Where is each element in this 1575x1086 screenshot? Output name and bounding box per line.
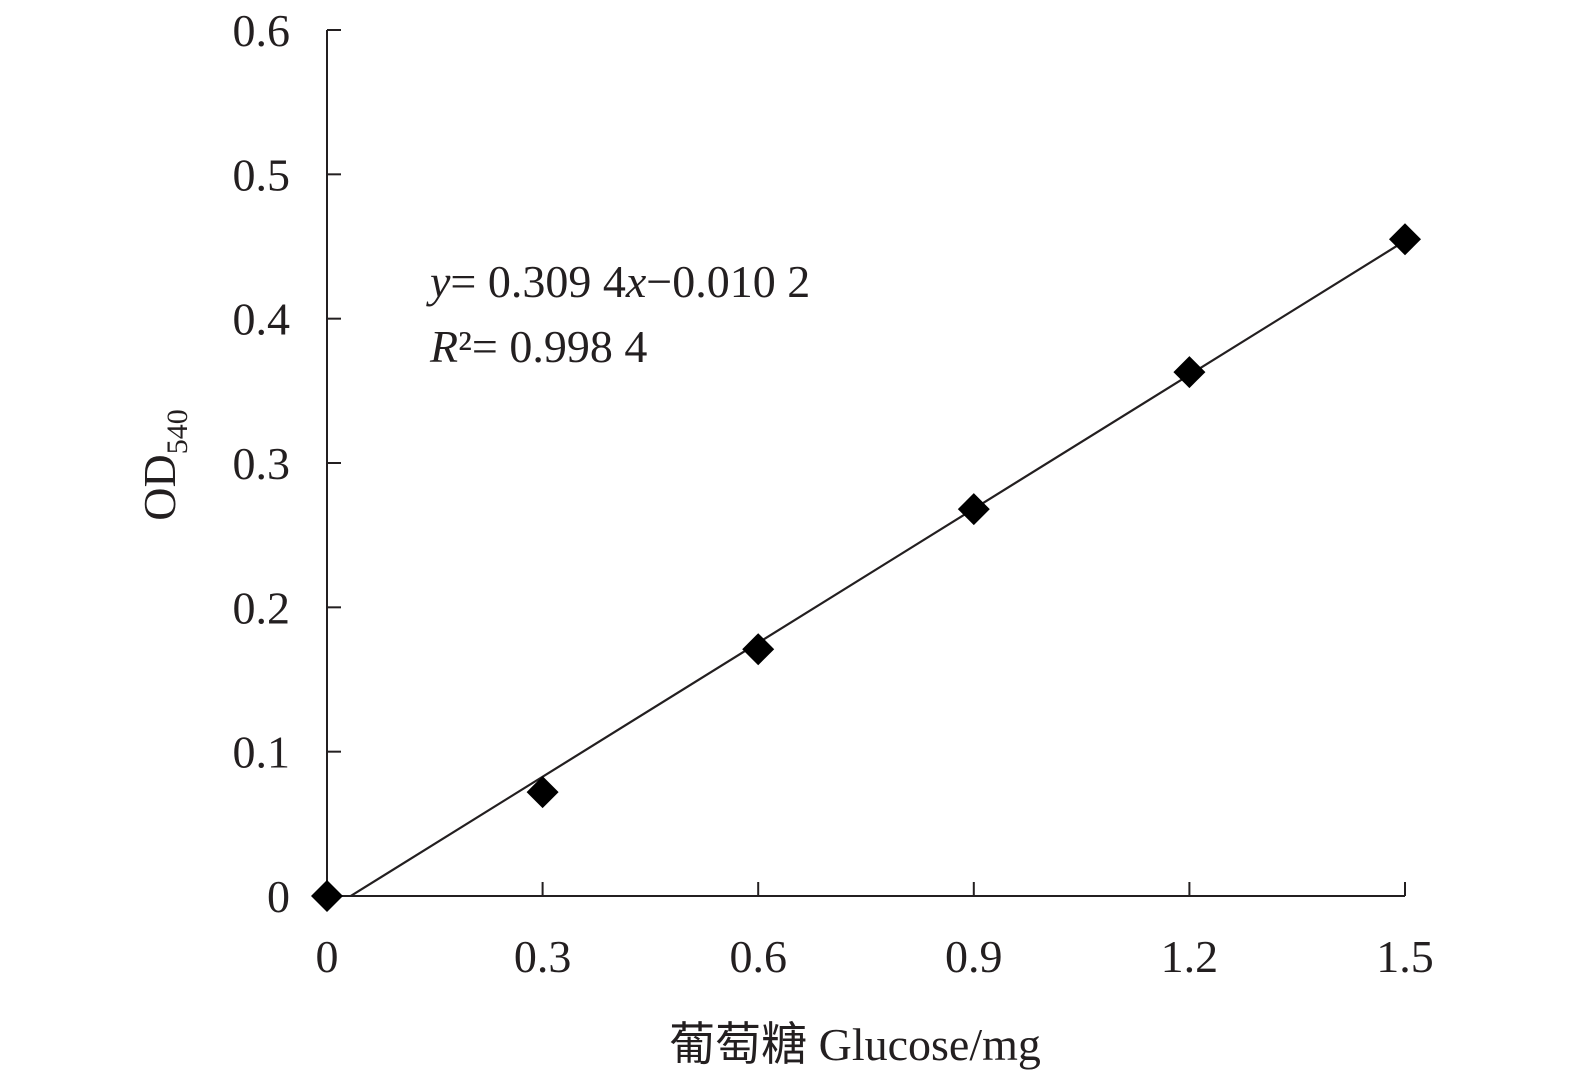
trendline-equation: y= 0.309 4x−0.010 2 R²= 0.998 4 — [426, 256, 810, 372]
data-point-marker — [742, 633, 775, 666]
x-tick-label: 1.2 — [1161, 931, 1219, 982]
y-axis-title-main: OD — [134, 454, 185, 520]
data-point-marker — [957, 493, 990, 526]
equation-part-b: −0.010 2 — [646, 256, 810, 307]
y-tick-label: 0.1 — [233, 727, 291, 778]
equation-text: y= 0.309 4x−0.010 2 — [426, 256, 810, 307]
equation-y-var: y — [426, 256, 451, 307]
data-point-marker — [1173, 356, 1206, 389]
y-tick-label: 0.4 — [233, 294, 291, 345]
equation-x-var: x — [625, 256, 647, 307]
r-squared-text: R²= 0.998 4 — [429, 321, 647, 372]
trendline — [350, 239, 1406, 897]
y-tick-label: 0 — [267, 871, 290, 922]
x-tick-label: 0 — [316, 931, 339, 982]
x-tick-label: 0.6 — [729, 931, 787, 982]
y-axis-title: OD540 — [134, 409, 194, 520]
y-tick-label: 0.2 — [233, 582, 291, 633]
x-axis-title: 葡萄糖 Glucose/mg — [669, 1019, 1041, 1070]
trendline-layer — [350, 239, 1406, 897]
data-point-marker — [311, 880, 343, 912]
y-tick-label: 0.6 — [233, 5, 291, 56]
data-point-marker — [526, 776, 559, 809]
y-axis-title-subscript: 540 — [161, 409, 194, 454]
y-tick-label: 0.5 — [233, 149, 291, 200]
x-tick-label: 0.3 — [514, 931, 572, 982]
data-points — [311, 223, 1421, 912]
y-tick-label: 0.3 — [233, 438, 291, 489]
data-point-marker — [1389, 223, 1421, 256]
x-tick-label: 0.9 — [945, 931, 1003, 982]
r-squared-value: ²= 0.998 4 — [458, 321, 647, 372]
x-tick-label: 1.5 — [1376, 931, 1434, 982]
equation-part-a: = 0.309 4 — [450, 256, 625, 307]
r-squared-var: R — [429, 321, 458, 372]
svg-text:OD540: OD540 — [134, 409, 194, 520]
axes: 0 0.1 0.2 0.3 0.4 0.5 0.6 0 0.3 0.6 0.9 1.2 1.5 — [233, 5, 1434, 982]
